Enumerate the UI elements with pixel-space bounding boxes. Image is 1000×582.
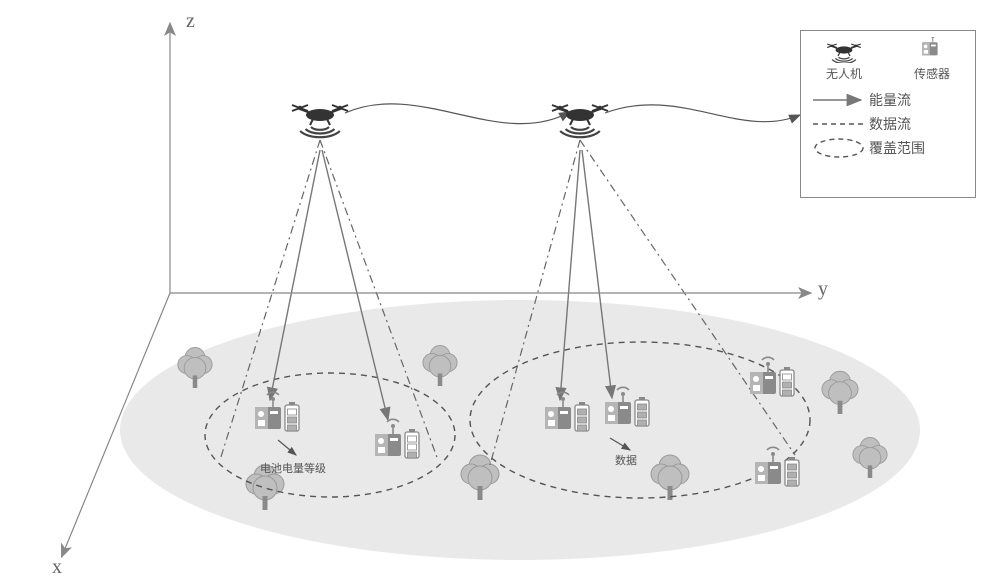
legend-coverage-label: 覆盖范围 — [869, 138, 925, 158]
drone-icon — [552, 105, 608, 137]
axis-label-x: x — [52, 556, 62, 579]
legend: 无人机 传感器 能量流 数据流 覆盖范围 — [800, 30, 976, 198]
legend-data-flow: 数据流 — [809, 112, 967, 136]
data-label: 数据 — [615, 452, 637, 468]
legend-drone-label: 无人机 — [826, 65, 862, 82]
legend-sensor: 传感器 — [897, 37, 967, 82]
axis-label-z: z — [186, 10, 195, 33]
drones — [292, 105, 608, 137]
legend-coverage: 覆盖范围 — [809, 136, 967, 160]
drone-icon — [292, 105, 348, 137]
legend-sensor-label: 传感器 — [914, 65, 950, 82]
legend-energy-label: 能量流 — [869, 90, 911, 110]
ground-plane — [120, 300, 920, 560]
legend-energy-flow: 能量流 — [809, 88, 967, 112]
legend-drone: 无人机 — [809, 37, 879, 82]
drone-icon — [819, 37, 869, 63]
legend-data-label: 数据流 — [869, 114, 911, 134]
battery-label: 电池电量等级 — [260, 460, 326, 476]
axis-label-y: y — [818, 278, 828, 301]
sensor-icon — [914, 37, 950, 63]
diagram-canvas: z y x 电池电量等级 数据 无人机 传感器 — [0, 0, 1000, 582]
